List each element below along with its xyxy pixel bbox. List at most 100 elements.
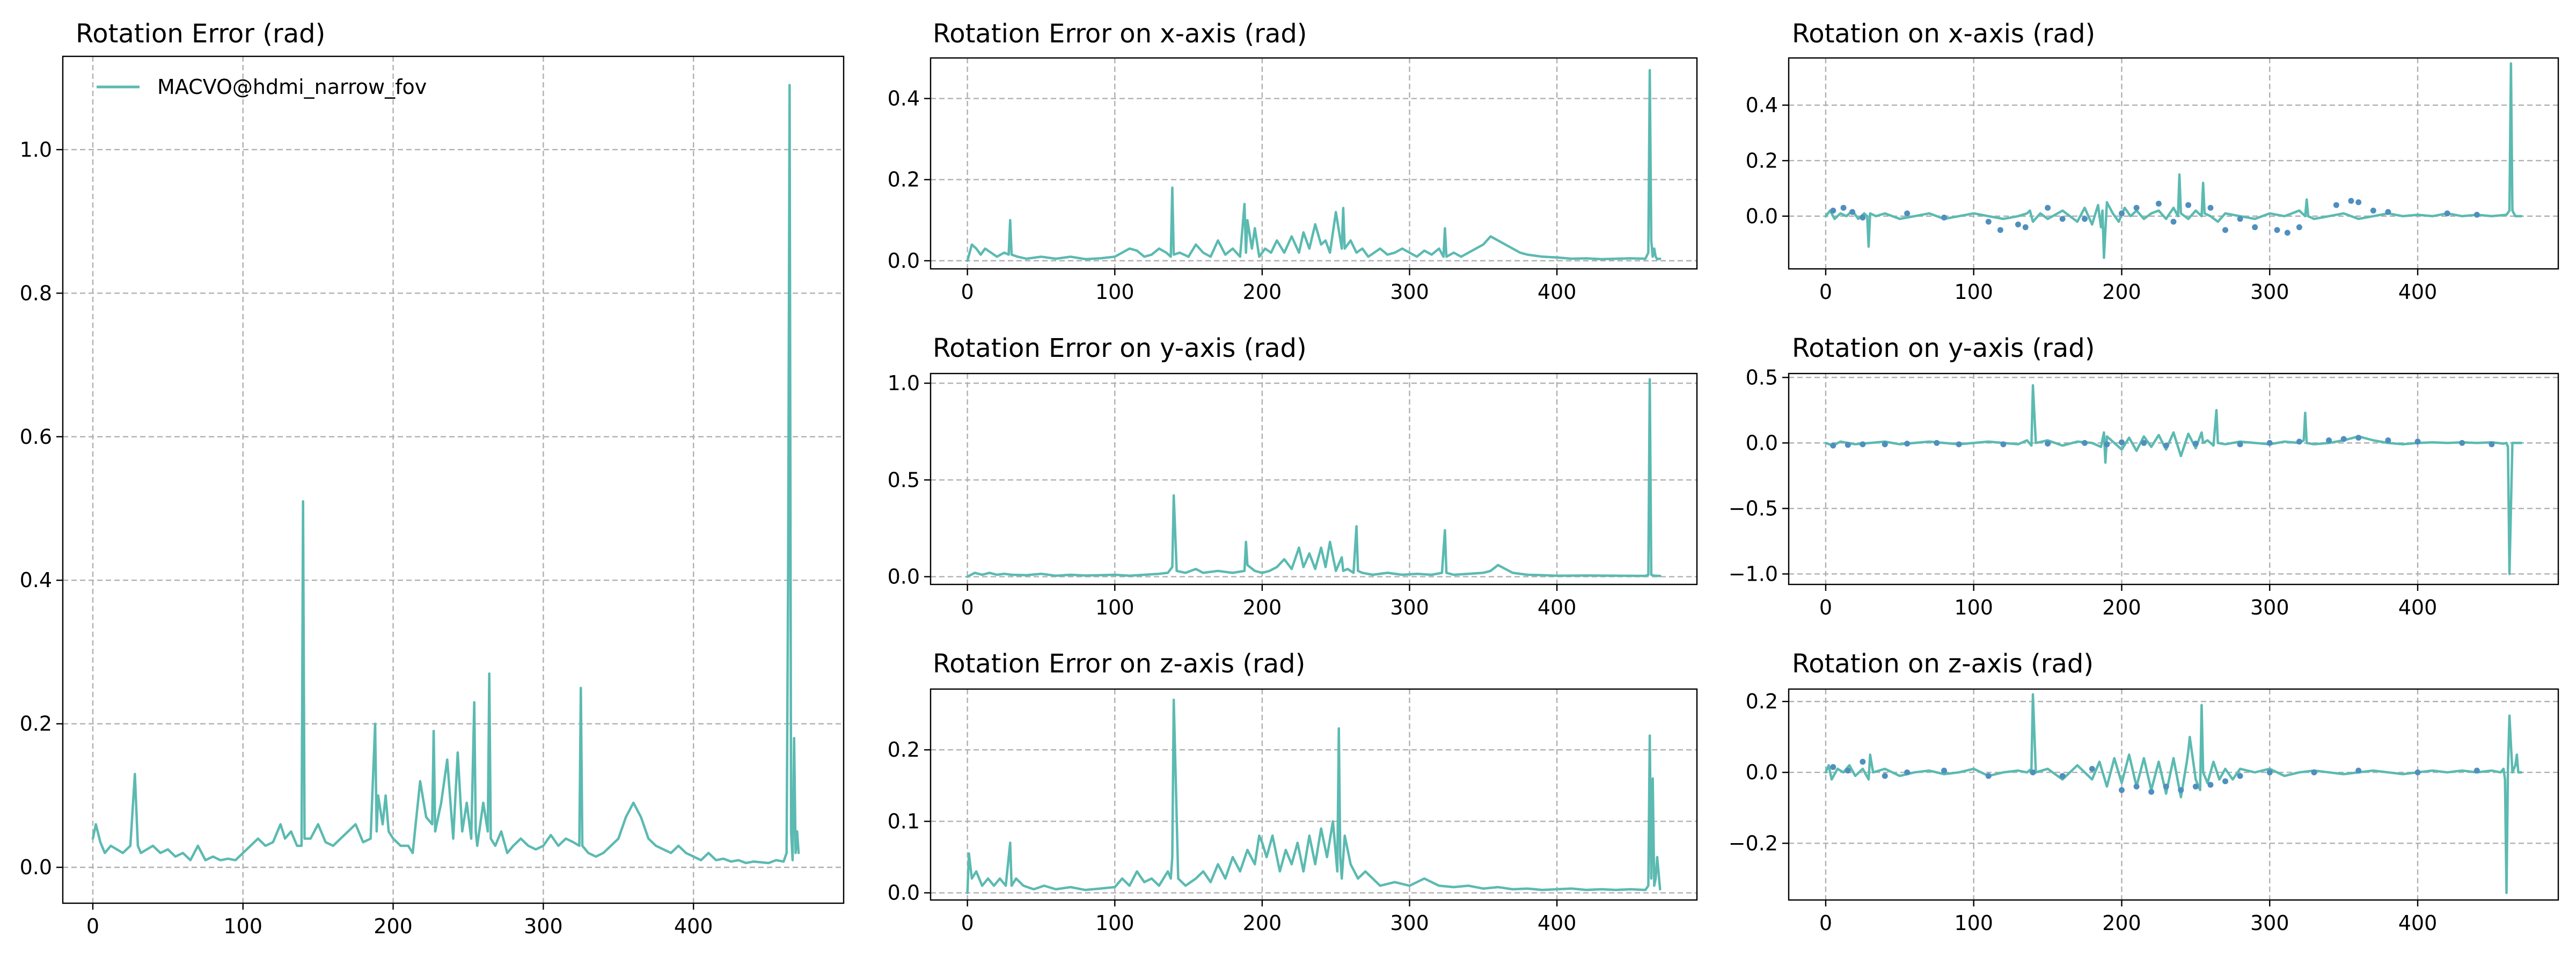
panel-rotation-error: Rotation Error (rad) 0 100 200 300 400 0.0 0.2… xyxy=(20,19,845,938)
axes-frame xyxy=(1788,57,2559,270)
gt-dot xyxy=(2163,442,2169,449)
gt-dot xyxy=(1985,773,1992,779)
series-layer xyxy=(1824,384,2523,575)
gt-dot xyxy=(2252,224,2258,230)
y-tick-label: 0.2 xyxy=(20,712,52,736)
gt-dot xyxy=(1904,769,1911,775)
x-tick-label: 0 xyxy=(86,914,99,938)
gt-dot xyxy=(2192,441,2199,447)
x-tick-label: 200 xyxy=(374,914,413,938)
grid xyxy=(931,58,1697,269)
x-tick-label: 100 xyxy=(224,914,263,938)
gt-dot xyxy=(2030,769,2036,775)
panel-title-rotation-error-y: Rotation Error on y-axis (rad) xyxy=(933,333,1307,363)
gt-dot xyxy=(2266,440,2273,446)
gt-dot xyxy=(2473,211,2480,218)
grid xyxy=(1789,374,2558,584)
grid xyxy=(931,374,1697,584)
y-tick-label: 0.2 xyxy=(888,168,920,192)
panel-title-rotation-y: Rotation on y-axis (rad) xyxy=(1792,333,2095,363)
x-tick-label: 100 xyxy=(1095,280,1135,304)
x-tick-label: 400 xyxy=(1538,596,1577,619)
y-tick-label: 0.0 xyxy=(888,249,920,273)
y-tick-label: 0.4 xyxy=(888,87,920,111)
gt-dot xyxy=(2155,200,2162,207)
gt-dot xyxy=(2333,202,2339,208)
gt-dot xyxy=(2459,440,2465,446)
axes-frame xyxy=(1788,372,2559,586)
gt-dot xyxy=(2473,767,2480,774)
legend-label: MACVO@hdmi_narrow_fov xyxy=(157,75,427,99)
x-tick-label: 100 xyxy=(1095,911,1135,935)
panel-rotation-error-x: Rotation Error on x-axis (rad) 0 100 200 30… xyxy=(888,19,1698,304)
gt-dot xyxy=(1904,441,1911,447)
gt-dot xyxy=(2178,787,2184,793)
series-line xyxy=(966,378,1662,578)
y-tick-label: 0.0 xyxy=(1746,431,1778,455)
series-line xyxy=(91,84,800,865)
gt-dot xyxy=(2274,227,2280,233)
x-tick-label: 400 xyxy=(2398,911,2438,935)
series-layer xyxy=(1824,693,2523,895)
y-tick-label: −0.5 xyxy=(1729,496,1778,520)
legend: MACVO@hdmi_narrow_fov xyxy=(97,75,427,99)
y-tick-label: 0.1 xyxy=(888,809,920,833)
x-tick-label: 300 xyxy=(2250,596,2289,619)
gt-dot xyxy=(1956,441,1962,448)
axis-ticks: 0 100 200 300 400 0.0 0.2 0.4 xyxy=(1746,93,2438,304)
x-tick-label: 200 xyxy=(1243,596,1282,619)
gt-dot xyxy=(2082,216,2088,222)
gt-dot xyxy=(2340,436,2347,442)
axes-frame xyxy=(62,55,845,904)
gt-dot xyxy=(2385,209,2391,215)
gt-dot xyxy=(1860,214,1866,221)
gt-dot xyxy=(2059,216,2066,222)
y-tick-label: 0.8 xyxy=(20,281,52,305)
gt-dot xyxy=(2141,440,2147,446)
y-tick-label: 0.4 xyxy=(20,568,52,592)
series-line xyxy=(966,69,1662,262)
gt-dot xyxy=(2237,216,2243,222)
y-tick-label: 1.0 xyxy=(20,138,52,162)
axes-frame xyxy=(930,372,1698,586)
x-tick-label: 300 xyxy=(1390,596,1429,619)
gt-dot xyxy=(2133,204,2140,211)
gt-dot xyxy=(1941,214,1948,221)
gt-dot xyxy=(2385,437,2391,443)
panel-rotation-y: Rotation on y-axis (rad) 0 100 200 300 400 −1… xyxy=(1729,333,2559,619)
panel-title-rotation-z: Rotation on z-axis (rad) xyxy=(1792,649,2094,679)
x-tick-label: 300 xyxy=(524,914,563,938)
x-tick-label: 200 xyxy=(2102,911,2141,935)
gt-dot xyxy=(2355,435,2362,441)
axis-ticks: 0 100 200 300 400 0.0 0.1 0.2 xyxy=(888,738,1577,935)
x-tick-label: 100 xyxy=(1095,596,1135,619)
axis-ticks: 0 100 200 300 400 0.0 0.2 0.4 xyxy=(888,87,1577,304)
x-tick-label: 0 xyxy=(961,280,974,304)
gt-dot xyxy=(2237,441,2243,448)
panel-rotation-x: Rotation on x-axis (rad) 0 100 200 300 400 0.… xyxy=(1746,19,2559,304)
y-tick-label: 0.2 xyxy=(888,738,920,762)
x-tick-label: 400 xyxy=(1538,911,1577,935)
grid xyxy=(63,56,844,903)
gt-dot xyxy=(2414,438,2421,445)
x-tick-label: 400 xyxy=(2398,596,2438,619)
x-tick-label: 100 xyxy=(1954,911,1993,935)
gt-dot xyxy=(2326,437,2332,443)
grid xyxy=(1789,58,2558,269)
gt-dot xyxy=(2296,224,2302,230)
gt-dot xyxy=(2207,781,2214,788)
gt-dot xyxy=(1997,227,2003,233)
series-layer xyxy=(966,378,1662,578)
x-tick-label: 300 xyxy=(1390,280,1429,304)
gt-dot xyxy=(1845,442,1851,448)
gt-dot xyxy=(1830,442,1836,449)
axis-ticks: 0 100 200 300 400 −0.2 0.0 0.2 xyxy=(1729,690,2438,935)
series-line xyxy=(1824,62,2523,259)
gt-dot xyxy=(1860,758,1866,765)
gt-dot xyxy=(2118,439,2125,445)
gt-dot xyxy=(1849,209,1856,215)
gt-dot xyxy=(1860,441,1866,448)
gt-dot xyxy=(1941,767,1948,774)
gt-dot xyxy=(2104,441,2110,448)
